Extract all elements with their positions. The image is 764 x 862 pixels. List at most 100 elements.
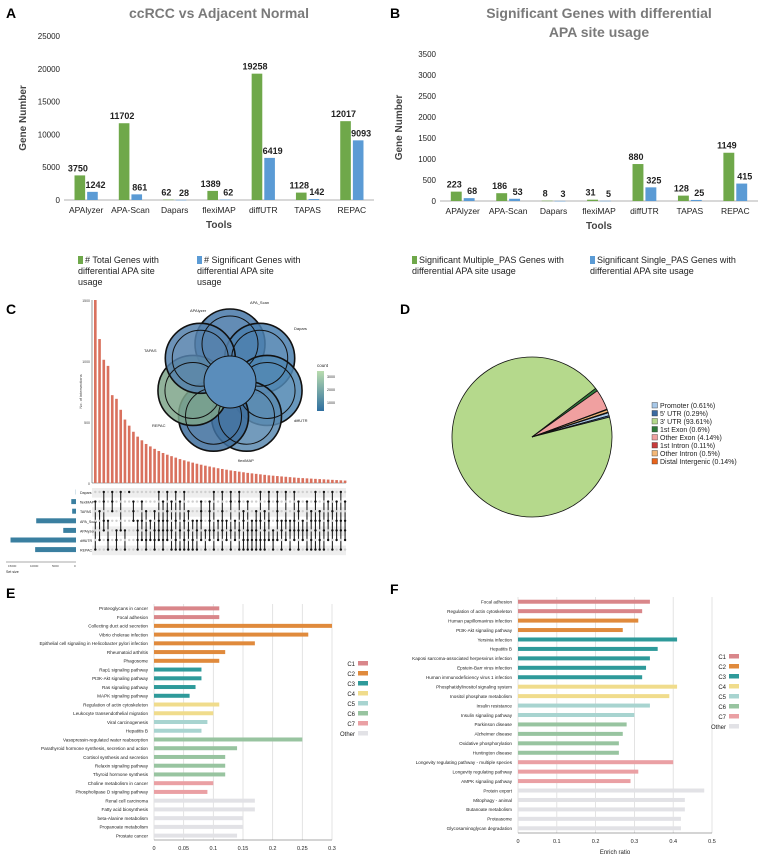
- chart-c-matrix-dot: [98, 539, 100, 541]
- chart-c-matrix-dot: [327, 548, 329, 550]
- chart-a-category-label: REPAC: [338, 205, 367, 215]
- chart-a-legend-2-line: # Significant Genes with: [204, 255, 301, 265]
- chart-f-bar: [518, 600, 650, 604]
- chart-c-matrix-dot: [200, 520, 202, 522]
- chart-d-legend-label: Distal Intergenic (0.14%): [660, 459, 737, 466]
- chart-c-matrix-dot: [230, 491, 232, 493]
- chart-a-bar: [119, 123, 130, 200]
- chart-f-bar-label: Human papillomavirus infection: [448, 618, 512, 623]
- chart-e-bar: [154, 720, 207, 724]
- chart-c-matrix-dot: [158, 529, 160, 531]
- chart-c-matrix-dot: [213, 520, 215, 522]
- chart-c-matrix-dot: [251, 510, 253, 512]
- chart-b-ytick: 3000: [418, 71, 436, 80]
- chart-a-data-label: 62: [161, 188, 171, 198]
- chart-c-matrix-dot: [318, 529, 320, 531]
- chart-c-matrix-dot: [340, 491, 342, 493]
- chart-a-data-label: 861: [132, 182, 147, 192]
- chart-c-intersection-bar: [331, 480, 334, 483]
- chart-d-legend-swatch: [652, 419, 658, 425]
- chart-d: Promoter (0.61%)5' UTR (0.29%)3' UTR (93…: [452, 357, 737, 517]
- chart-e-bar-label: Vasopressin-regulated water reabsorption: [63, 737, 148, 742]
- chart-f-legend-swatch: [729, 664, 739, 669]
- chart-c-matrix-dot: [344, 500, 346, 502]
- chart-b-data-label: 186: [492, 181, 507, 191]
- chart-c-matrix-dot: [327, 491, 329, 493]
- chart-f-bar-label: Phosphatidylinositol signaling system: [436, 684, 512, 689]
- chart-c-matrix-dot: [327, 529, 329, 531]
- chart-c-intersection-bar: [183, 460, 186, 483]
- chart-c-matrix-dot: [242, 500, 244, 502]
- chart-c-intersection-bar: [124, 420, 127, 483]
- chart-b-category-label: APA-Scan: [489, 206, 528, 216]
- chart-c-intersection-bar: [107, 366, 110, 483]
- chart-c-matrix-dot: [285, 548, 287, 550]
- chart-a-category-label: TAPAS: [294, 205, 321, 215]
- chart-c-matrix-dot: [98, 500, 100, 502]
- chart-c-matrix-dot: [293, 520, 295, 522]
- chart-c-matrix-dot: [166, 548, 168, 550]
- chart-c-matrix-dot: [217, 529, 219, 531]
- chart-c-intersection-bar: [234, 471, 237, 483]
- chart-c-matrix-dot: [196, 539, 198, 541]
- chart-c-matrix-dot: [335, 520, 337, 522]
- chart-c-matrix-dot: [158, 510, 160, 512]
- chart-c-matrix-dot: [247, 539, 249, 541]
- chart-c-set-size-bar: [71, 499, 76, 504]
- chart-a-xlabel: Tools: [206, 220, 232, 231]
- chart-c-matrix-dot: [293, 510, 295, 512]
- chart-c-matrix-dot: [247, 529, 249, 531]
- chart-c-matrix-dot: [331, 548, 333, 550]
- chart-c-intersection-bar: [141, 440, 144, 483]
- chart-c-matrix-dot: [179, 529, 181, 531]
- chart-c-matrix-dot: [111, 529, 113, 531]
- chart-a-ytick: 5000: [42, 163, 60, 172]
- chart-c-matrix-dot: [340, 500, 342, 502]
- chart-e-bar: [154, 825, 243, 829]
- chart-c-matrix-dot: [323, 500, 325, 502]
- chart-c-matrix-dot: [247, 520, 249, 522]
- chart-c-matrix-dot: [115, 510, 117, 512]
- chart-c-intersection-bar: [301, 478, 304, 483]
- chart-c-matrix-dot: [153, 491, 155, 493]
- chart-c-matrix-dot: [204, 510, 206, 512]
- chart-c-matrix-dot: [297, 529, 299, 531]
- chart-a-ytick: 20000: [38, 65, 61, 74]
- chart-c-matrix-dot: [132, 491, 134, 493]
- chart-f-bar: [518, 609, 642, 613]
- chart-c-matrix-dot: [196, 510, 198, 512]
- chart-c-matrix-dot: [162, 529, 164, 531]
- chart-c-matrix-dot: [272, 548, 274, 550]
- chart-c-matrix-dot: [111, 539, 113, 541]
- chart-c-matrix-dot: [302, 510, 304, 512]
- chart-f-legend-label: Other: [711, 725, 726, 731]
- chart-c-matrix-dot: [124, 529, 126, 531]
- chart-f-bar-label: PI3K-Akt signaling pathway: [456, 628, 513, 633]
- chart-c-matrix-dot: [285, 491, 287, 493]
- chart-c-matrix-stripe: [92, 546, 346, 556]
- chart-c-matrix-dot: [310, 491, 312, 493]
- chart-b-data-label: 3: [561, 189, 566, 199]
- chart-c-matrix-dot: [179, 510, 181, 512]
- chart-c-matrix-dot: [120, 510, 122, 512]
- chart-e-bar: [154, 694, 190, 698]
- chart-f-legend-swatch: [729, 714, 739, 719]
- chart-f-bar: [518, 647, 658, 651]
- chart-f-bar: [518, 760, 673, 764]
- chart-c-matrix-dot: [115, 548, 117, 550]
- chart-f-bar-label: Longevity regulating pathway - multiple …: [416, 760, 513, 765]
- chart-c-matrix-dot: [115, 539, 117, 541]
- chart-c-matrix-dot: [238, 500, 240, 502]
- chart-c-matrix-dot: [170, 491, 172, 493]
- chart-c-matrix-dot: [175, 491, 177, 493]
- chart-c-matrix-dot: [141, 520, 143, 522]
- chart-e-bar-label: Regulation of actin cytoskeleton: [83, 702, 148, 707]
- chart-e-bar-label: beta-Alanine metabolism: [97, 816, 148, 821]
- chart-c-intersection-bar: [162, 453, 165, 483]
- chart-c-matrix-dot: [166, 491, 168, 493]
- chart-c-matrix-dot: [285, 529, 287, 531]
- chart-f-bar: [518, 666, 646, 670]
- chart-c-matrix-dot: [293, 500, 295, 502]
- chart-a-chart: ccRCC vs Adjacent Normal0500010000150002…: [18, 5, 374, 231]
- chart-f-bar-label: Butanoate metabolism: [466, 807, 512, 812]
